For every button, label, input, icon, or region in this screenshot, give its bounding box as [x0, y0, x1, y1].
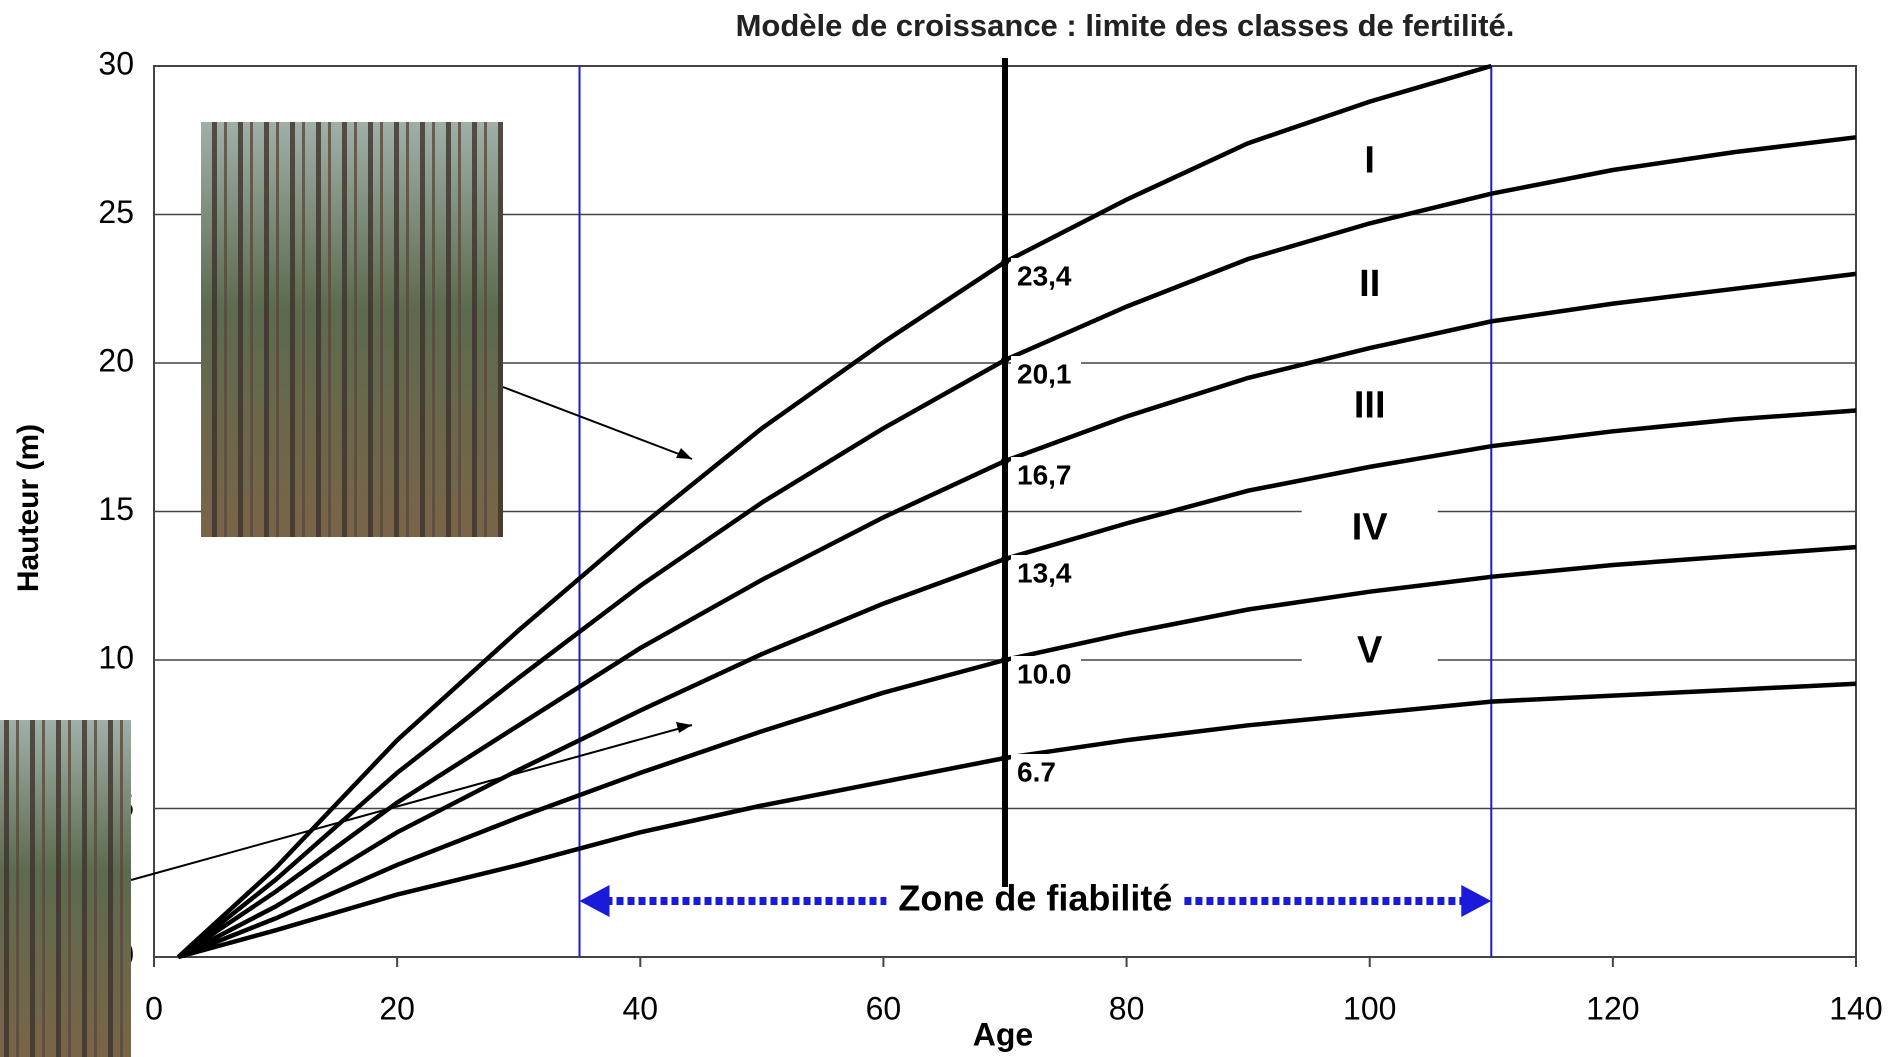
- zone-arrow-head: [1461, 885, 1491, 917]
- reference-point: [1001, 356, 1009, 364]
- arrow-head: [676, 448, 692, 459]
- reference-label: 20,1: [1017, 358, 1072, 389]
- pointer-arrow: [503, 387, 692, 459]
- class-label: IV: [1352, 506, 1389, 548]
- y-tick-label: 20: [98, 342, 134, 378]
- reference-point: [1001, 555, 1009, 563]
- reference-label: 13,4: [1017, 557, 1072, 588]
- reference-label: 10.0: [1017, 658, 1072, 689]
- reference-point: [1001, 754, 1009, 762]
- reference-point: [1001, 258, 1009, 266]
- x-tick-label: 100: [1343, 990, 1396, 1026]
- y-tick-label: 15: [98, 491, 134, 527]
- x-tick-label: 140: [1829, 990, 1882, 1026]
- reference-label: 6.7: [1017, 756, 1056, 787]
- x-tick-label: 20: [379, 990, 415, 1026]
- class-label: I: [1364, 140, 1375, 182]
- x-tick-label: 60: [866, 990, 902, 1026]
- x-tick-label: 0: [145, 990, 163, 1026]
- reference-label: 23,4: [1017, 260, 1072, 291]
- zone-arrow-head: [580, 885, 610, 917]
- y-axis-label: Hauteur (m): [12, 424, 45, 592]
- reference-point: [1001, 457, 1009, 465]
- x-axis-label: Age: [973, 1016, 1033, 1052]
- photo-trees: [0, 720, 131, 1057]
- y-tick-label: 25: [98, 194, 134, 230]
- chart: 05101520253002040608010012014023,420,116…: [0, 0, 1896, 1057]
- class-label: II: [1359, 263, 1380, 305]
- photo-trees: [201, 122, 503, 537]
- zone-label: Zone de fiabilité: [898, 878, 1172, 919]
- class-label: III: [1354, 385, 1386, 427]
- y-tick-label: 30: [98, 45, 134, 81]
- x-tick-label: 40: [622, 990, 658, 1026]
- class-label: V: [1357, 630, 1383, 672]
- chart-title: Modèle de croissance : limite des classe…: [736, 8, 1515, 43]
- y-tick-label: 10: [98, 639, 134, 675]
- x-tick-label: 80: [1109, 990, 1145, 1026]
- x-tick-label: 120: [1586, 990, 1639, 1026]
- arrow-head: [676, 722, 692, 733]
- reference-label: 16,7: [1017, 459, 1072, 490]
- reference-point: [1001, 656, 1009, 664]
- pointer-arrow: [131, 725, 692, 880]
